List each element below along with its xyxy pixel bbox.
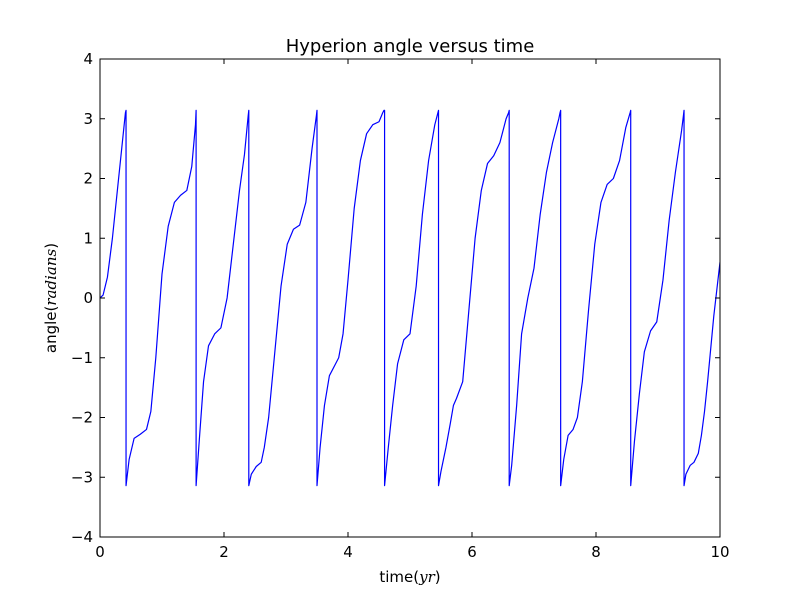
y-tick-label: −1 [71, 349, 93, 367]
series-layer [100, 109, 720, 487]
x-tick-label: 4 [343, 543, 353, 561]
series-line-0 [100, 109, 720, 487]
y-tick-label: −4 [71, 528, 93, 546]
y-tick-label: 4 [83, 50, 93, 68]
x-axis-label-prefix: time( [379, 568, 419, 586]
chart-title: Hyperion angle versus time [286, 36, 535, 57]
y-tick-label: 1 [83, 229, 93, 247]
y-axis-label: angle(radians) [42, 243, 60, 353]
x-tick-label: 2 [219, 543, 229, 561]
y-axis-label-math: radians [42, 248, 60, 305]
x-tick-label: 8 [591, 543, 601, 561]
x-axis-label-math: yr [418, 568, 435, 586]
y-tick-label: 3 [83, 110, 93, 128]
tick-layer: 0 2 4 6 8 10 −4 −3 −2 −1 0 1 2 3 4 [71, 50, 730, 561]
x-tick-label: 6 [467, 543, 477, 561]
y-tick-label: 0 [83, 289, 93, 307]
plot-area: 0 2 4 6 8 10 −4 −3 −2 −1 0 1 2 3 4 [71, 50, 730, 561]
x-tick-label: 10 [710, 543, 729, 561]
y-tick-label: −3 [71, 468, 93, 486]
y-tick-label: −2 [71, 409, 93, 427]
x-axis-label: time(yr) [379, 568, 440, 586]
y-axis-label-prefix: angle( [42, 306, 60, 353]
x-tick-label: 0 [95, 543, 105, 561]
x-axis-label-suffix: ) [435, 568, 441, 586]
y-tick-label: 2 [83, 170, 93, 188]
y-axis-label-suffix: ) [42, 243, 60, 249]
